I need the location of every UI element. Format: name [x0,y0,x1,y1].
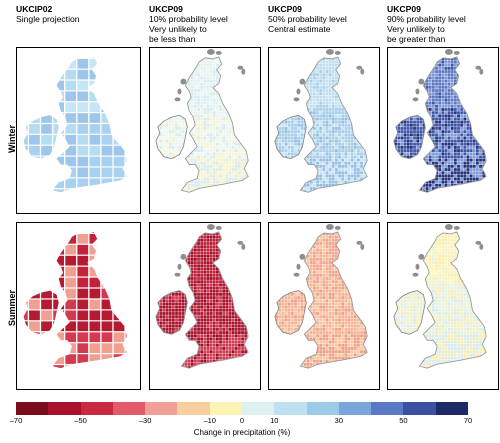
legend-tick-label: –50 [74,416,87,425]
column-header-ukcp09-90: UKCP09 90% probability level Very unlike… [387,4,466,44]
column-subtitle: be less than [149,34,196,44]
map-panel-summer-50pct [268,222,380,390]
precipitation-change-map [155,223,249,369]
legend-ticks: –70 –50 –30 –10 0 10 30 50 70 [10,416,472,426]
map-panel-winter-50pct [268,47,380,214]
column-subtitle: Very unlikely to [149,24,207,34]
legend-tick-label: –30 [138,416,152,425]
column-subtitle: 90% probability level [387,14,466,24]
column-header-ukcp09-50: UKCP09 50% probability level Central est… [268,4,347,34]
legend-title: Change in precipitation (%) [193,428,291,437]
legend-swatch [371,402,404,415]
map-panel-winter-10pct [149,47,261,214]
legend-swatch [209,402,242,415]
precipitation-change-map [393,48,487,193]
precipitation-change-map [393,223,487,369]
precipitation-change-map [23,56,127,193]
precipitation-change-map [274,48,368,193]
legend-tick-label: 70 [463,416,473,425]
column-header-ukcip02: UKCIP02 Single projection [16,4,80,24]
legend-tick-label: 10 [270,416,279,425]
legend-swatch [112,402,146,415]
column-subtitle: be greater than [387,34,446,44]
legend-swatch [435,402,468,415]
precipitation-change-map [155,48,249,193]
legend-swatch [274,402,307,415]
column-subtitle: Central estimate [268,24,331,34]
legend-swatch [403,402,436,415]
legend-swatch [16,402,49,415]
legend-swatch [48,402,81,415]
column-title: UKCP09 [387,4,421,14]
precipitation-change-map [274,223,368,369]
legend-swatch [306,402,339,415]
map-panel-summer-ukcip02 [16,222,141,390]
column-subtitle: 50% probability level [268,14,347,24]
column-title: UKCP09 [149,4,183,14]
map-panel-summer-10pct [149,222,261,390]
column-subtitle: Very unlikely to [387,24,445,34]
legend-tick-label: 30 [334,416,344,425]
legend-tick-label: –70 [9,416,23,425]
legend-swatch [80,402,113,415]
column-title: UKCP09 [268,4,302,14]
map-panel-winter-90pct [387,47,499,214]
legend-tick-label: –10 [203,416,216,425]
legend-tick-label: 50 [399,416,408,425]
legend-color-bar [16,402,468,415]
column-subtitle: Single projection [16,14,80,24]
column-header-ukcp09-10: UKCP09 10% probability level Very unlike… [149,4,228,44]
legend-tick-label: 0 [239,416,245,425]
legend-swatch [177,402,210,415]
column-title: UKCIP02 [16,4,53,14]
precipitation-change-map [23,231,127,369]
legend-swatch [145,402,178,415]
column-subtitle: 10% probability level [149,14,228,24]
legend-swatch [241,402,275,415]
map-panel-summer-90pct [387,222,499,390]
map-panel-winter-ukcip02 [16,47,141,214]
legend-swatch [338,402,372,415]
